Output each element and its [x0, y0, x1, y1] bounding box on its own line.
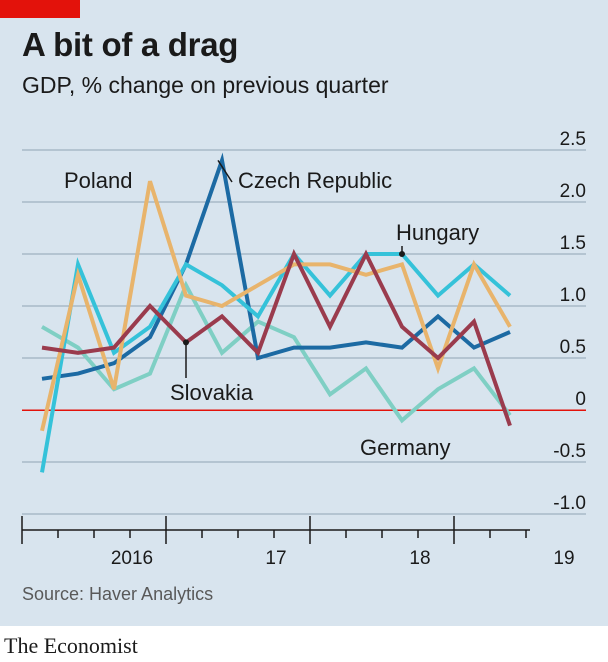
series-label-hungary: Hungary	[396, 220, 479, 245]
line-chart: 2.5 2.0 1.5 1.0 0.5 0 -0.5 -1.0 2016 17 18 19 Poland…	[21, 129, 586, 569]
y-tick-label: 0	[575, 389, 586, 410]
x-tick-label: 17	[265, 548, 286, 569]
series-line-germany	[40, 280, 512, 424]
y-tick-label: 1.5	[560, 233, 586, 254]
chart-panel	[0, 0, 608, 626]
y-tick-label: 2.5	[560, 129, 586, 150]
series-label-slovakia: Slovakia	[170, 380, 254, 405]
x-tick-label: 18	[409, 548, 430, 569]
series-label-poland: Poland	[64, 168, 133, 193]
source-note: Source: Haver Analytics	[22, 584, 214, 604]
series-label-germany: Germany	[360, 435, 450, 460]
chart-subtitle: GDP, % change on previous quarter	[22, 72, 389, 98]
annotation-leader	[217, 159, 233, 183]
brand-red-tag	[0, 0, 80, 18]
series-line-slovakia	[41, 248, 512, 427]
y-tick-label: -1.0	[553, 493, 586, 514]
y-tick-label: 0.5	[560, 337, 586, 358]
y-tick-label: 1.0	[560, 285, 586, 306]
annotation-dot	[183, 339, 189, 346]
y-tick-label: -0.5	[553, 441, 586, 462]
y-tick-label: 2.0	[560, 181, 586, 202]
publisher-brand: The Economist	[4, 633, 138, 658]
x-tick-label: 19	[553, 548, 574, 569]
series-label-czech-republic: Czech Republic	[238, 168, 392, 193]
annotation-dot	[399, 251, 405, 257]
chart-title: A bit of a drag	[22, 26, 239, 63]
x-tick-label: 2016	[111, 548, 153, 569]
